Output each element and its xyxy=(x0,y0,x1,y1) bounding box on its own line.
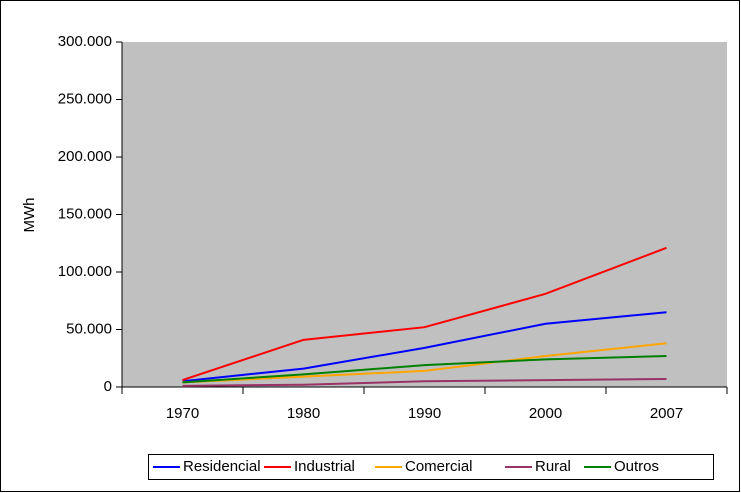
legend-label: Industrial xyxy=(294,458,355,475)
y-tick-label: 250.000 xyxy=(58,90,112,107)
legend-label: Outros xyxy=(614,458,659,475)
x-tick-label: 1970 xyxy=(166,405,199,422)
y-tick-label: 0 xyxy=(104,378,112,395)
y-tick-label: 100.000 xyxy=(58,263,112,280)
plot-area xyxy=(122,42,727,387)
legend-label: Comercial xyxy=(405,458,473,475)
x-tick-label: 2000 xyxy=(529,405,562,422)
series-line xyxy=(182,354,667,384)
legend-label: Residencial xyxy=(183,458,261,475)
series-line xyxy=(182,377,667,387)
series-line xyxy=(182,342,667,384)
y-tick-label: 50.000 xyxy=(66,320,112,337)
y-tick-label: 150.000 xyxy=(58,205,112,222)
y-axis-label: MWh xyxy=(21,198,38,233)
legend-label: Rural xyxy=(535,458,571,475)
x-tick-label: 1980 xyxy=(287,405,320,422)
x-tick-label: 1990 xyxy=(408,405,441,422)
x-tick-label: 2007 xyxy=(650,405,683,422)
legend-box xyxy=(148,454,714,480)
y-tick-label: 200.000 xyxy=(58,148,112,165)
series-line xyxy=(182,246,667,382)
series-line xyxy=(182,311,667,383)
y-tick-label: 300.000 xyxy=(58,33,112,50)
